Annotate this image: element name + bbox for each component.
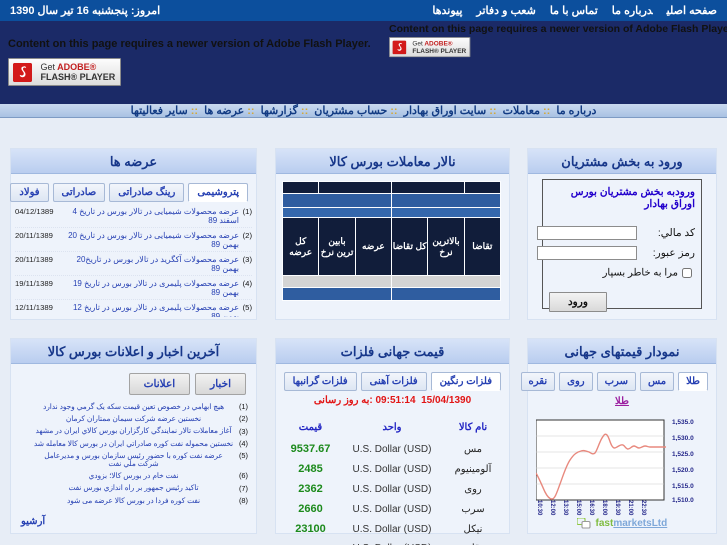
- svg-text:16:30: 16:30: [588, 500, 594, 516]
- svg-text:12:00: 12:00: [549, 500, 555, 516]
- svg-text:19:30: 19:30: [614, 500, 620, 516]
- svg-text:1,515.0: 1,515.0: [672, 483, 694, 490]
- svg-text:21:00: 21:00: [627, 500, 633, 516]
- svg-text:1,520.0: 1,520.0: [672, 467, 694, 474]
- svg-text:1,525.0: 1,525.0: [672, 451, 694, 458]
- svg-text:13:30: 13:30: [562, 500, 568, 516]
- svg-text:22:30: 22:30: [640, 500, 646, 516]
- svg-text:18:00: 18:00: [601, 500, 607, 516]
- svg-text:1,535.0: 1,535.0: [672, 419, 694, 426]
- svg-text:15:00: 15:00: [575, 500, 581, 516]
- svg-text:1,530.0: 1,530.0: [672, 435, 694, 442]
- svg-text:1,510.0: 1,510.0: [672, 497, 694, 504]
- svg-text:10:30: 10:30: [536, 500, 542, 516]
